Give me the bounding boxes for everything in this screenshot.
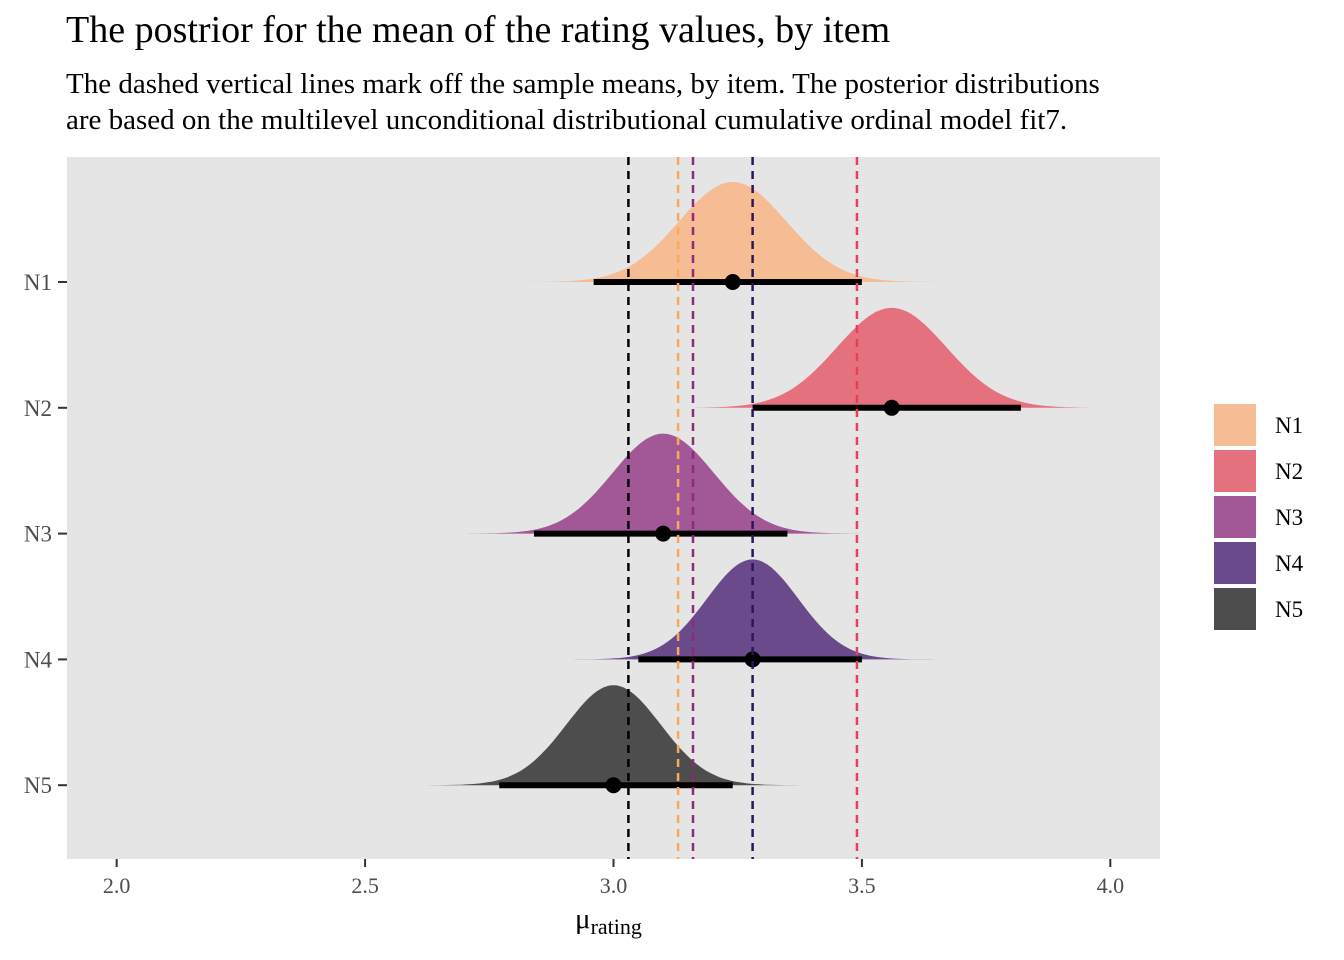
subtitle-line-1: The dashed vertical lines mark off the s… <box>66 68 1100 100</box>
point-N5 <box>605 777 622 794</box>
x-tick-label: 2.5 <box>351 873 379 898</box>
legend-key-N4 <box>1212 540 1258 586</box>
x-tick-label: 4.0 <box>1097 873 1125 898</box>
y-tick-label-N1: N1 <box>24 270 52 295</box>
point-N3 <box>655 525 672 542</box>
legend-label-N4: N4 <box>1275 551 1304 576</box>
legend-label-N1: N1 <box>1275 413 1303 438</box>
y-tick-label-N2: N2 <box>24 396 52 421</box>
y-tick-label-N3: N3 <box>24 522 52 547</box>
y-tick-label-N4: N4 <box>24 647 53 672</box>
density-N5 <box>424 685 823 786</box>
subtitle-line-2: are based on the multilevel unconditiona… <box>66 104 1068 136</box>
point-N2 <box>883 399 900 416</box>
legend-key-N1 <box>1212 402 1258 448</box>
interval-layer <box>499 274 1021 794</box>
legend: N1 N2 N3 N4 N5 <box>1212 402 1304 632</box>
density-N1 <box>504 182 972 282</box>
legend-key-N5 <box>1212 586 1258 632</box>
y-axis: N1 N2 N3 N4 N5 <box>24 270 67 798</box>
chart-title: The postrior for the mean of the rating … <box>66 9 891 51</box>
legend-label-N5: N5 <box>1275 597 1303 622</box>
chart-subtitle: The dashed vertical lines mark off the s… <box>66 66 1100 138</box>
x-axis-title-main: μ <box>575 903 591 935</box>
legend-key-N2 <box>1212 448 1258 494</box>
sample-mean-lines <box>627 157 859 859</box>
x-tick-label: 2.0 <box>103 873 131 898</box>
x-axis-title-subscript: rating <box>591 914 642 939</box>
x-tick-label: 3.5 <box>848 873 876 898</box>
density-N2 <box>633 307 1111 408</box>
point-N4 <box>744 651 761 668</box>
y-tick-label-N5: N5 <box>24 773 52 798</box>
legend-key-N3 <box>1212 494 1258 540</box>
legend-label-N2: N2 <box>1275 459 1303 484</box>
x-axis-title: μrating <box>575 903 642 939</box>
point-N1 <box>724 274 741 290</box>
legend-label-N3: N3 <box>1275 505 1303 530</box>
x-tick-label: 3.0 <box>600 873 628 898</box>
density-N4 <box>504 559 962 660</box>
x-axis: 2.0 2.5 3.0 3.5 4.0 <box>103 859 1124 898</box>
